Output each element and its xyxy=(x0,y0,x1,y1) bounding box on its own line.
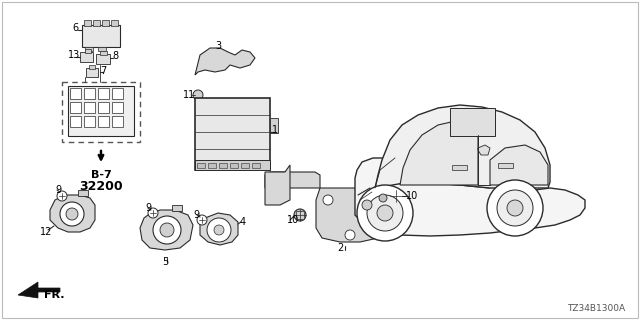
Text: 11: 11 xyxy=(183,90,195,100)
Circle shape xyxy=(362,200,372,210)
Circle shape xyxy=(379,194,387,202)
Polygon shape xyxy=(50,195,95,232)
Text: 4: 4 xyxy=(240,217,246,227)
Text: 3: 3 xyxy=(215,41,221,51)
Text: 6: 6 xyxy=(72,23,78,33)
Bar xyxy=(84,102,95,113)
Bar xyxy=(98,88,109,99)
Text: 1: 1 xyxy=(272,125,278,135)
Bar xyxy=(111,20,118,26)
Bar xyxy=(84,88,95,99)
Bar xyxy=(219,163,227,168)
Circle shape xyxy=(487,180,543,236)
Bar xyxy=(89,65,95,69)
Polygon shape xyxy=(18,282,60,298)
Bar xyxy=(70,116,81,127)
Text: 13: 13 xyxy=(68,50,80,60)
Circle shape xyxy=(345,230,355,240)
Bar xyxy=(296,211,304,219)
Text: 9: 9 xyxy=(193,210,199,220)
Circle shape xyxy=(390,190,402,202)
Bar xyxy=(82,25,120,47)
Circle shape xyxy=(160,223,174,237)
Bar xyxy=(84,116,95,127)
Circle shape xyxy=(197,215,207,225)
Text: B-7: B-7 xyxy=(91,170,111,180)
Text: 2: 2 xyxy=(337,243,343,253)
Bar xyxy=(86,68,98,77)
Circle shape xyxy=(193,90,203,100)
Bar xyxy=(80,52,93,62)
Bar xyxy=(84,20,91,26)
Bar xyxy=(70,102,81,113)
Text: 8: 8 xyxy=(112,51,118,61)
Bar xyxy=(70,88,81,99)
Circle shape xyxy=(60,202,84,226)
Text: 5: 5 xyxy=(162,257,168,267)
Bar xyxy=(62,82,140,142)
Bar xyxy=(98,116,109,127)
Bar xyxy=(498,163,513,168)
Polygon shape xyxy=(400,120,478,185)
Circle shape xyxy=(497,190,533,226)
Text: TZ34B1300A: TZ34B1300A xyxy=(567,304,625,313)
Circle shape xyxy=(214,225,224,235)
Polygon shape xyxy=(375,105,550,188)
Text: 9: 9 xyxy=(145,203,151,213)
Bar xyxy=(450,108,495,136)
Circle shape xyxy=(294,209,306,221)
Bar xyxy=(102,20,109,26)
Polygon shape xyxy=(478,145,490,155)
Text: 7: 7 xyxy=(100,66,106,76)
Bar xyxy=(68,86,134,136)
Bar xyxy=(112,102,123,113)
Bar xyxy=(230,163,238,168)
Bar xyxy=(195,98,270,170)
Bar xyxy=(112,116,123,127)
Polygon shape xyxy=(200,213,238,245)
Polygon shape xyxy=(265,172,320,188)
Polygon shape xyxy=(355,158,585,236)
Circle shape xyxy=(148,208,158,218)
Text: 9: 9 xyxy=(55,185,61,195)
Text: FR.: FR. xyxy=(44,290,65,300)
Bar xyxy=(98,47,106,51)
Bar xyxy=(85,49,91,53)
Bar xyxy=(195,160,270,170)
Bar xyxy=(96,54,110,64)
Circle shape xyxy=(507,200,523,216)
Circle shape xyxy=(207,218,231,242)
Bar xyxy=(392,192,400,200)
Circle shape xyxy=(369,195,379,205)
Circle shape xyxy=(367,195,403,231)
Bar xyxy=(197,163,205,168)
Polygon shape xyxy=(195,48,255,75)
Text: 10: 10 xyxy=(287,215,300,225)
Polygon shape xyxy=(140,210,193,250)
Circle shape xyxy=(153,216,181,244)
Bar xyxy=(452,165,467,170)
Bar xyxy=(100,51,107,55)
Bar xyxy=(112,88,123,99)
Circle shape xyxy=(57,191,67,201)
Circle shape xyxy=(323,195,333,205)
Bar xyxy=(270,118,278,133)
Circle shape xyxy=(377,205,393,221)
Bar xyxy=(208,163,216,168)
Bar xyxy=(241,163,249,168)
Polygon shape xyxy=(316,188,385,242)
Circle shape xyxy=(357,185,413,241)
Bar xyxy=(172,205,182,211)
Bar xyxy=(78,190,88,196)
Polygon shape xyxy=(265,165,290,205)
Bar xyxy=(93,20,100,26)
Bar xyxy=(252,163,260,168)
Polygon shape xyxy=(490,145,548,185)
Bar xyxy=(98,102,109,113)
Circle shape xyxy=(66,208,78,220)
Text: 12: 12 xyxy=(40,227,52,237)
Text: 32200: 32200 xyxy=(79,180,123,194)
Bar xyxy=(85,47,93,51)
Text: 10: 10 xyxy=(406,191,419,201)
